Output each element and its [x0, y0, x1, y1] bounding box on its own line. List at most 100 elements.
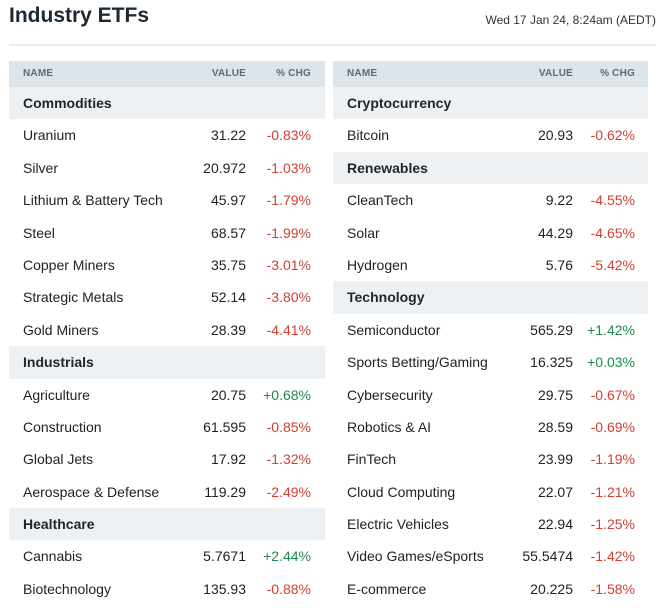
- table-row[interactable]: Aerospace & Defense 119.29 -2.49%: [9, 476, 325, 508]
- etf-name[interactable]: Hydrogen: [347, 256, 408, 273]
- etf-change: +2.44%: [263, 548, 311, 565]
- table-row[interactable]: Global Jets 17.92 -1.32%: [9, 443, 325, 475]
- table-row[interactable]: Biotechnology 135.93 -0.88%: [9, 573, 325, 605]
- etf-name[interactable]: Electric Vehicles: [347, 516, 449, 533]
- etf-value: 9.22: [545, 192, 573, 209]
- etf-change: +1.42%: [587, 321, 635, 338]
- table-row[interactable]: Lithium & Battery Tech 45.97 -1.79%: [9, 184, 325, 216]
- etf-value: 565.29: [530, 321, 573, 338]
- etf-name[interactable]: Steel: [23, 224, 55, 241]
- table-row[interactable]: Bitcoin 20.93 -0.62%: [333, 119, 648, 151]
- etf-name[interactable]: Strategic Metals: [23, 289, 124, 306]
- etf-change: -1.58%: [590, 580, 635, 597]
- etf-name[interactable]: Agriculture: [23, 386, 90, 403]
- etf-value: 16.325: [530, 354, 573, 371]
- table-row[interactable]: Cybersecurity 29.75 -0.67%: [333, 379, 648, 411]
- etf-name[interactable]: Robotics & AI: [347, 418, 432, 435]
- etf-name[interactable]: Cybersecurity: [347, 386, 433, 403]
- etf-value: 35.75: [210, 256, 246, 273]
- table-row[interactable]: Semiconductor 565.29 +1.42%: [333, 314, 648, 346]
- section-header[interactable]: Cryptocurrency: [333, 87, 648, 120]
- section-header[interactable]: Commodities: [9, 87, 325, 120]
- table-row[interactable]: Agriculture 20.75 +0.68%: [9, 379, 325, 411]
- etf-name[interactable]: Construction: [23, 418, 102, 435]
- table-row[interactable]: Solar 44.29 -4.65%: [333, 217, 648, 249]
- etf-value: 20.972: [203, 159, 246, 176]
- etf-value: 28.59: [537, 418, 573, 435]
- column-header-name[interactable]: NAME: [23, 68, 54, 79]
- etf-name[interactable]: Aerospace & Defense: [23, 483, 160, 500]
- etf-value: 22.07: [537, 483, 573, 500]
- etf-value: 29.75: [537, 386, 573, 403]
- etf-change: -0.88%: [266, 580, 311, 597]
- column-header-name[interactable]: NAME: [347, 68, 378, 79]
- etf-name[interactable]: E-commerce: [347, 580, 427, 597]
- etf-change: -3.80%: [266, 289, 311, 306]
- section-title: Technology: [347, 289, 425, 306]
- etf-change: -0.67%: [590, 386, 635, 403]
- etf-change: -1.42%: [590, 548, 635, 565]
- table-row[interactable]: Construction 61.595 -0.85%: [9, 411, 325, 443]
- table-row[interactable]: Hydrogen 5.76 -5.42%: [333, 249, 648, 281]
- column-header-value[interactable]: VALUE: [538, 68, 573, 79]
- table-row[interactable]: Cannabis 5.7671 +2.44%: [9, 540, 325, 572]
- etf-name[interactable]: Copper Miners: [23, 256, 115, 273]
- table-row[interactable]: Electric Vehicles 22.94 -1.25%: [333, 508, 648, 540]
- etf-name[interactable]: Gold Miners: [23, 321, 99, 338]
- section-header[interactable]: Technology: [333, 281, 648, 314]
- column-header-value[interactable]: VALUE: [211, 68, 246, 79]
- table-body: Commodities Uranium 31.22 -0.83% Silver 20.97…: [9, 87, 325, 605]
- etf-value: 68.57: [210, 224, 246, 241]
- table-row[interactable]: Video Games/eSports 55.5474 -1.42%: [333, 540, 648, 572]
- etf-name[interactable]: Sports Betting/Gaming: [347, 354, 488, 371]
- etf-name[interactable]: Biotechnology: [23, 580, 111, 597]
- table-row[interactable]: CleanTech 9.22 -4.55%: [333, 184, 648, 216]
- etf-name[interactable]: Uranium: [23, 127, 76, 144]
- table-row[interactable]: Robotics & AI 28.59 -0.69%: [333, 411, 648, 443]
- etf-change: -5.42%: [590, 256, 635, 273]
- table-row[interactable]: FinTech 23.99 -1.19%: [333, 443, 648, 475]
- etf-value: 55.5474: [522, 548, 573, 565]
- etf-name[interactable]: Solar: [347, 224, 380, 241]
- section-title: Industrials: [23, 354, 94, 371]
- etf-value: 20.75: [210, 386, 246, 403]
- table-header: NAME VALUE % CHG: [333, 61, 648, 87]
- table-row[interactable]: Copper Miners 35.75 -3.01%: [9, 249, 325, 281]
- etf-value: 28.39: [210, 321, 246, 338]
- table-row[interactable]: Uranium 31.22 -0.83%: [9, 119, 325, 151]
- etf-change: -0.62%: [590, 127, 635, 144]
- table-row[interactable]: Silver 20.972 -1.03%: [9, 152, 325, 184]
- table-row[interactable]: E-commerce 20.225 -1.58%: [333, 573, 648, 605]
- etf-change: -4.65%: [590, 224, 635, 241]
- column-header-change[interactable]: % CHG: [600, 68, 635, 79]
- etf-name[interactable]: Cannabis: [23, 548, 83, 565]
- etf-value: 45.97: [210, 192, 246, 209]
- etf-value: 44.29: [537, 224, 573, 241]
- etf-name[interactable]: Lithium & Battery Tech: [23, 192, 163, 209]
- table-row[interactable]: Strategic Metals 52.14 -3.80%: [9, 281, 325, 313]
- etf-name[interactable]: Global Jets: [23, 451, 94, 468]
- table-row[interactable]: Sports Betting/Gaming 16.325 +0.03%: [333, 346, 648, 378]
- etf-name[interactable]: CleanTech: [347, 192, 414, 209]
- etf-name[interactable]: Video Games/eSports: [347, 548, 484, 565]
- etf-change: -1.25%: [590, 516, 635, 533]
- table-row[interactable]: Cloud Computing 22.07 -1.21%: [333, 476, 648, 508]
- etf-name[interactable]: Bitcoin: [347, 127, 390, 144]
- etf-name[interactable]: Semiconductor: [347, 321, 441, 338]
- section-header[interactable]: Industrials: [9, 346, 325, 379]
- etf-change: -1.21%: [590, 483, 635, 500]
- etf-name[interactable]: FinTech: [347, 451, 397, 468]
- etf-value: 31.22: [210, 127, 246, 144]
- etf-change: -4.41%: [266, 321, 311, 338]
- etf-name[interactable]: Cloud Computing: [347, 483, 456, 500]
- section-title: Commodities: [23, 95, 112, 111]
- etf-value: 135.93: [203, 580, 246, 597]
- column-header-change[interactable]: % CHG: [276, 68, 311, 79]
- section-header[interactable]: Healthcare: [9, 508, 325, 541]
- etf-value: 20.225: [530, 580, 573, 597]
- table-row[interactable]: Gold Miners 28.39 -4.41%: [9, 314, 325, 346]
- section-header[interactable]: Renewables: [333, 151, 648, 185]
- etf-change: -3.01%: [266, 256, 311, 273]
- table-row[interactable]: Steel 68.57 -1.99%: [9, 217, 325, 249]
- etf-name[interactable]: Silver: [23, 159, 59, 176]
